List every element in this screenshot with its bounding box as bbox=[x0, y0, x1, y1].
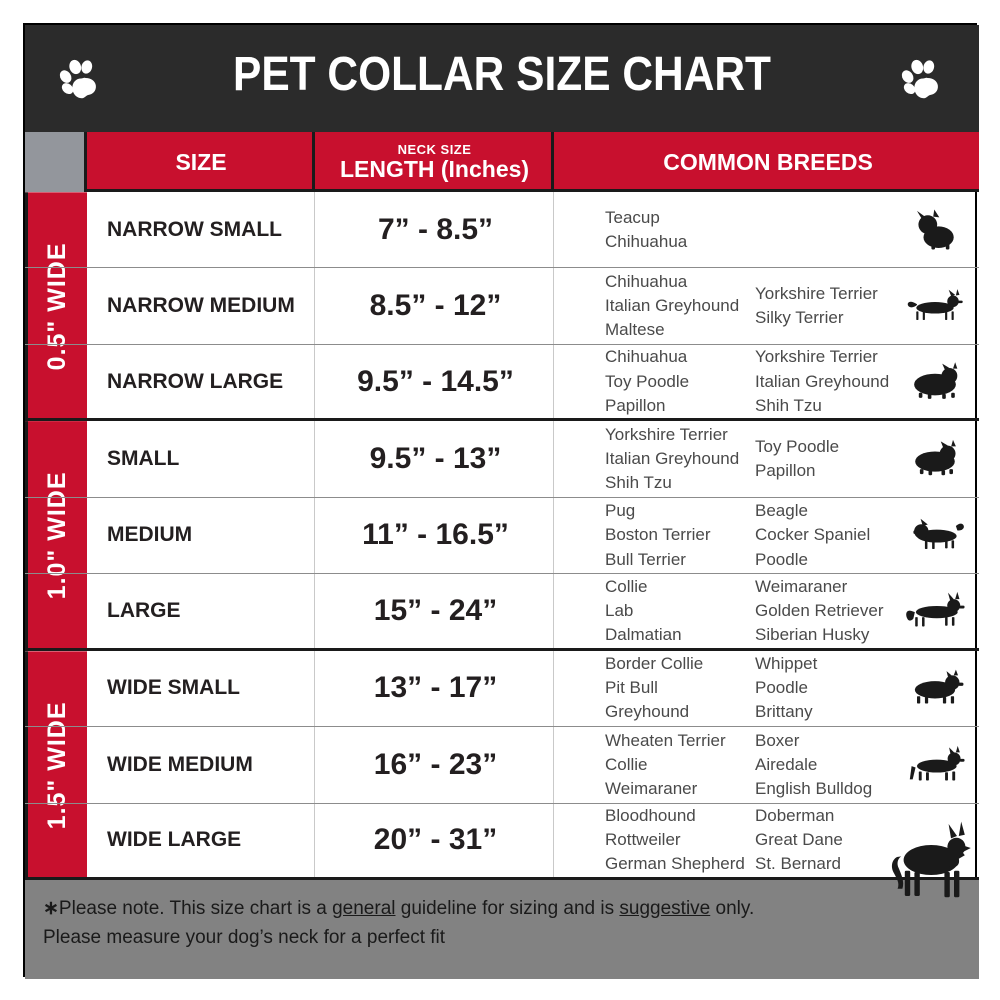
svg-text:PET COLLAR SIZE CHART: PET COLLAR SIZE CHART bbox=[233, 48, 771, 101]
